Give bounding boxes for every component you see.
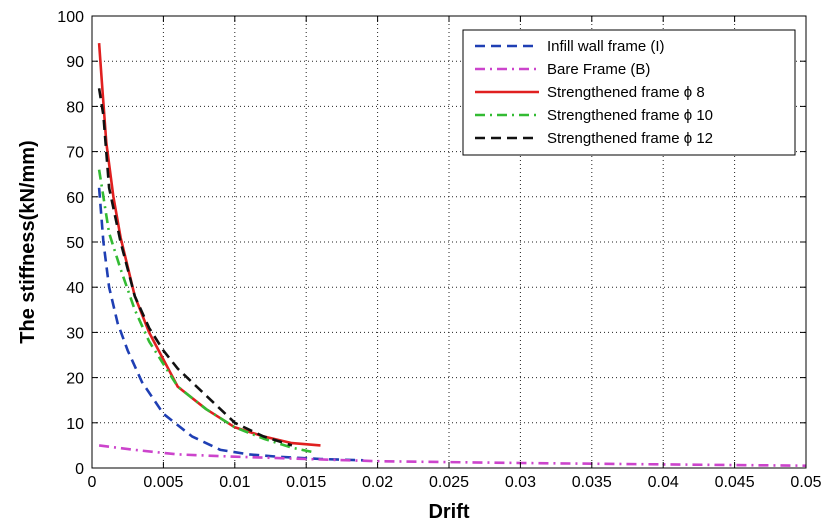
- y-tick-label: 0: [75, 461, 84, 478]
- legend-item: Infill wall frame (I): [475, 38, 665, 55]
- y-tick-label: 100: [57, 9, 84, 26]
- x-tick-label: 0.005: [143, 474, 183, 491]
- y-tick-label: 90: [66, 54, 84, 71]
- x-tick-label: 0.02: [362, 474, 393, 491]
- legend-label: Strengthened frame ϕ 10: [547, 107, 713, 124]
- axis-ticks: 0 0.005 0.01 0.015 0.02 0.025 0.03 0.035 0.04 0.0…: [57, 9, 821, 491]
- series-lines: [97, 43, 807, 467]
- y-tick-label: 20: [66, 371, 84, 388]
- legend-item: Strengthened frame ϕ 8: [475, 84, 705, 101]
- legend-item: Strengthened frame ϕ 12: [475, 130, 713, 147]
- series-line-4: [97, 88, 293, 447]
- x-axis-label: Drift: [428, 501, 469, 523]
- legend-label: Bare Frame (B): [547, 61, 650, 78]
- y-tick-label: 60: [66, 190, 84, 207]
- legend-item: Bare Frame (B): [475, 61, 650, 78]
- legend-label: Strengthened frame ϕ 12: [547, 130, 713, 147]
- x-tick-label: 0: [88, 474, 97, 491]
- x-tick-label: 0.05: [790, 474, 821, 491]
- x-tick-label: 0.01: [219, 474, 250, 491]
- y-tick-label: 50: [66, 235, 84, 252]
- grid-lines: [92, 16, 806, 468]
- legend-label: Infill wall frame (I): [547, 38, 665, 55]
- x-tick-label: 0.025: [429, 474, 469, 491]
- x-tick-label: 0.035: [572, 474, 612, 491]
- series-line-3: [97, 169, 314, 454]
- y-axis-label: The stiffness(kN/mm): [17, 140, 39, 343]
- legend-items: Infill wall frame (I) Bare Frame (B) Stren…: [475, 38, 713, 147]
- y-tick-label: 80: [66, 99, 84, 116]
- x-tick-label: 0.015: [286, 474, 326, 491]
- legend-item: Strengthened frame ϕ 10: [475, 107, 713, 124]
- y-tick-label: 40: [66, 280, 84, 297]
- series-line-1: [98, 444, 807, 467]
- x-tick-label: 0.045: [715, 474, 755, 491]
- y-tick-label: 30: [66, 325, 84, 342]
- x-tick-label: 0.04: [648, 474, 679, 491]
- series-line-0: [97, 187, 364, 462]
- legend-label: Strengthened frame ϕ 8: [547, 84, 705, 101]
- y-tick-label: 70: [66, 145, 84, 162]
- y-tick-label: 10: [66, 416, 84, 433]
- x-tick-label: 0.03: [505, 474, 536, 491]
- legend: Infill wall frame (I) Bare Frame (B) Stren…: [462, 29, 796, 156]
